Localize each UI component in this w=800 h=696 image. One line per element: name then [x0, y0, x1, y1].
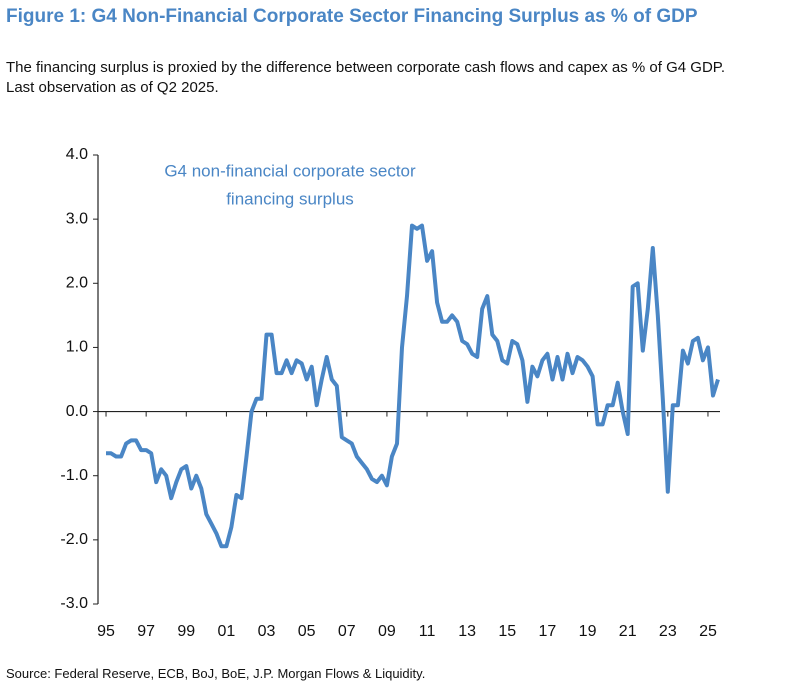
annotation: G4 non-financial corporate sector — [164, 161, 416, 180]
x-tick-label: 05 — [298, 623, 316, 640]
x-tick-label: 13 — [458, 623, 476, 640]
y-tick-label: 2.0 — [66, 275, 88, 292]
series-line — [106, 223, 720, 549]
y-tick-label: -1.0 — [60, 467, 88, 484]
x-tick-label: 25 — [699, 623, 717, 640]
source-note: Source: Federal Reserve, ECB, BoJ, BoE, … — [6, 666, 426, 681]
y-tick-label: -3.0 — [60, 595, 88, 612]
y-tick-label: -2.0 — [60, 531, 88, 548]
x-tick-label: 11 — [419, 623, 436, 640]
x-tick-label: 03 — [258, 623, 276, 640]
x-tick-label: 23 — [659, 623, 677, 640]
x-tick-label: 15 — [498, 623, 516, 640]
annotation: financing surplus — [226, 189, 354, 208]
y-tick-label: 3.0 — [66, 210, 88, 227]
x-tick-label: 01 — [218, 623, 236, 640]
x-tick-label: 97 — [137, 623, 155, 640]
chart-title: Figure 1: G4 Non-Financial Corporate Sec… — [6, 6, 698, 27]
chart: G4 non-financial corporate sector financ… — [60, 146, 720, 640]
y-tick-label: 1.0 — [66, 339, 88, 356]
y-tick-label: 4.0 — [66, 146, 88, 163]
x-tick-label: 21 — [619, 623, 637, 640]
x-tick-label: 19 — [579, 623, 597, 640]
x-tick-label: 09 — [378, 623, 396, 640]
y-tick-label: 0.0 — [66, 403, 88, 420]
x-tick-label: 99 — [177, 623, 195, 640]
x-tick-label: 95 — [97, 623, 115, 640]
x-tick-label: 07 — [338, 623, 356, 640]
x-tick-label: 17 — [539, 623, 557, 640]
chart-subtitle: The financing surplus is proxied by the … — [6, 59, 726, 96]
